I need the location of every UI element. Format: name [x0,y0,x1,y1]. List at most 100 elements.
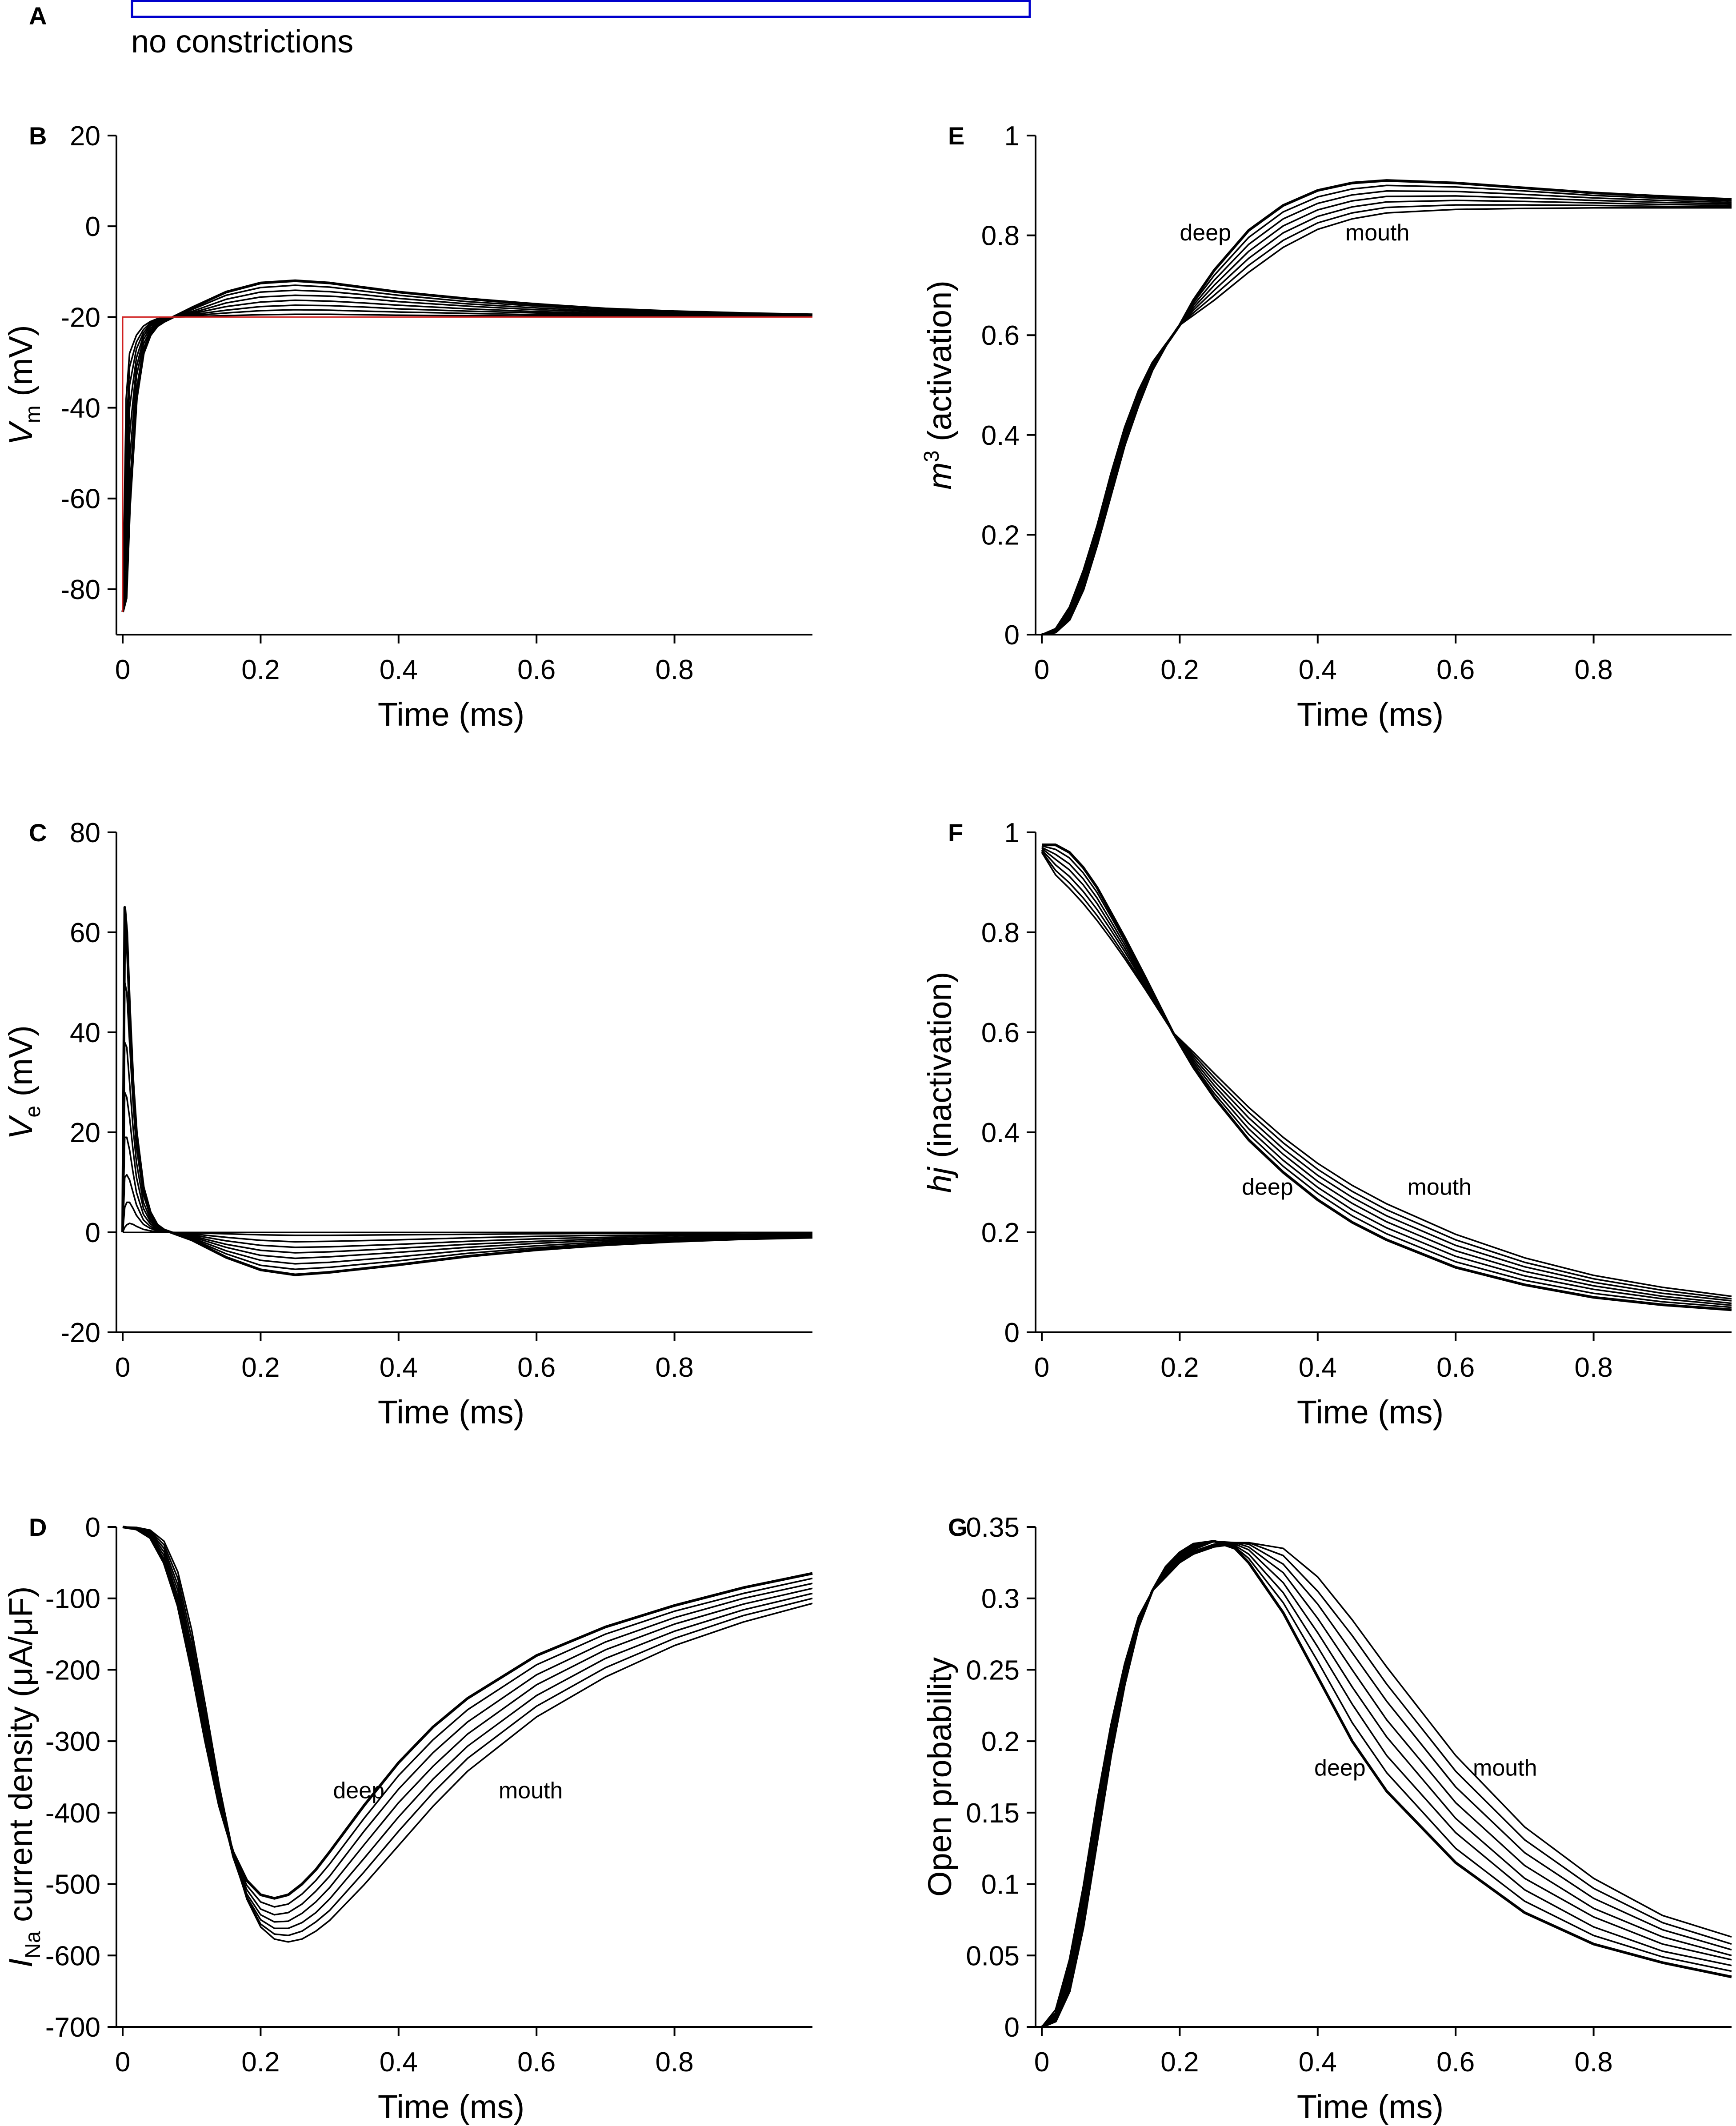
series-line-7 [1041,207,1732,635]
stimulus-line [122,316,812,612]
x-tick-label: 0.4 [380,1352,418,1383]
x-tick-label: 0 [115,655,130,685]
y-tick-label: 0 [85,1512,100,1543]
series-line-6 [1041,204,1732,635]
series-line-6 [122,1526,813,1937]
series-line-1 [1041,1540,1732,2027]
series-line-4 [122,294,813,612]
series-line-7 [1041,1542,1732,2027]
panel-c: C 80 60 40 20 0 -20 0 0.2 0.4 0.6 0.8 Time (ms) Ve (m… [2,818,813,1431]
y-tick-label: -80 [60,575,100,605]
series-line-1 [121,906,813,1276]
y-tick-label: -60 [60,484,100,515]
x-tick-label: 0.2 [1160,2047,1199,2078]
y-axis-label-suffix: (inactivation) [921,972,958,1167]
series-line-5 [1041,849,1732,1302]
x-tick-label: 0.2 [1160,655,1199,685]
x-tick-label: 0 [1034,2047,1049,2078]
series-line-1 [1041,179,1732,635]
series-line-2 [1041,184,1732,635]
y-axis-label-main: V [2,1115,39,1139]
panel-a-caption: no constrictions [131,24,353,60]
y-tick-label: 40 [70,1018,100,1048]
plot-area [122,1526,813,1943]
x-tick-label: 0.4 [1299,655,1337,685]
panel-f: F 1 0.8 0.6 0.4 0.2 00 0.2 0.4 0.6 0.8 Time (ms) hj … [921,818,1732,1431]
y-axis-label-superscript: 3 [920,451,944,463]
y-tick-label: -600 [45,1941,100,1971]
y-tick-label: -40 [60,393,100,424]
x-tick-label: 0.6 [517,655,556,685]
series-line-7 [122,1201,813,1243]
y-axis-label: Ve (mV) [2,1025,45,1139]
series-line-6 [1041,851,1732,1300]
series-line-1 [1042,843,1732,1311]
panel-g-label: G [948,1513,968,1541]
y-axis-label-main: Open probability [921,1657,958,1897]
y-tick-label: 0.4 [981,420,1020,451]
x-tick-label: 0.2 [1160,1352,1199,1383]
plot-area [1041,179,1732,635]
y-tick-label: 0 [1004,620,1020,651]
y-tick-label: -200 [45,1655,100,1686]
y-tick-label: 0.2 [981,520,1020,551]
series-line-4 [1041,195,1732,635]
y-axis-label-subscript: m [21,405,45,423]
y-tick-label: 0 [1004,1318,1020,1348]
x-tick-label: 0.6 [517,1352,556,1383]
series-line-8 [122,1223,812,1236]
plot-area [1041,1540,1732,2027]
y-axis-label-suffix: current density (μA/μF) [2,1586,39,1931]
series-line-8 [122,313,812,612]
series-line-1 [122,1526,813,1900]
y-axis-label: hj (inactivation) [921,972,958,1193]
series-line-3 [1041,190,1732,635]
series-line-5 [122,1136,813,1254]
y-tick-label: 0 [1004,2012,1020,2043]
x-tick-label: 0 [1034,1352,1049,1383]
series-line-4 [122,1526,813,1923]
series-line-5 [1041,1540,1732,2027]
x-tick-label: 0.8 [1574,655,1612,685]
series-line-6 [1041,1542,1732,2027]
series-line-2 [1041,845,1732,1308]
panel-e-label: E [948,122,964,150]
plot-area [1041,843,1732,1311]
x-axis-label: Time (ms) [1297,2088,1444,2125]
x-tick-label: 0.8 [655,1352,693,1383]
annotation-deep: deep [1242,1175,1293,1200]
x-tick-label: 0.4 [1299,1352,1337,1383]
y-axis-label: Open probability [921,1657,958,1897]
series-line-7 [122,309,812,612]
x-tick-label: 0.4 [380,655,418,685]
x-tick-label: 0.2 [241,655,280,685]
y-axis-label-subscript: e [21,1106,45,1118]
y-tick-label: -400 [45,1798,100,1829]
series-line-5 [122,1526,813,1929]
panel-e: E 1 0.8 0.6 0.4 0.2 00 0.2 0.4 0.6 0.8 Time (ms) m3 … [920,121,1732,733]
x-tick-label: 0.6 [517,2047,556,2078]
y-tick-label: 0 [85,212,100,242]
panel-f-label: F [948,819,963,847]
series-line-8 [1041,1542,1732,2027]
series-line-3 [122,1041,813,1265]
x-tick-label: 0.8 [655,655,693,685]
x-tick-label: 0.2 [241,1352,280,1383]
x-tick-label: 0.4 [380,2047,418,2078]
annotation-deep: deep [333,1778,384,1804]
y-axis-label-suffix: (mV) [2,1025,39,1106]
annotation-deep: deep [1180,220,1231,246]
x-tick-label: 0.6 [1436,2047,1475,2078]
x-tick-label: 0.4 [1299,2047,1337,2078]
panel-a-label: A [29,2,47,30]
x-tick-label: 0.8 [655,2047,693,2078]
series-line-2 [122,981,813,1271]
y-tick-label: -20 [60,1318,100,1348]
series-line-7 [1041,852,1732,1297]
series-line-2 [122,1526,813,1908]
x-tick-label: 0.6 [1436,655,1475,685]
x-axis-label: Time (ms) [378,1394,524,1431]
y-axis-label: INa current density (μA/μF) [2,1586,45,1967]
x-axis-label: Time (ms) [378,696,524,733]
